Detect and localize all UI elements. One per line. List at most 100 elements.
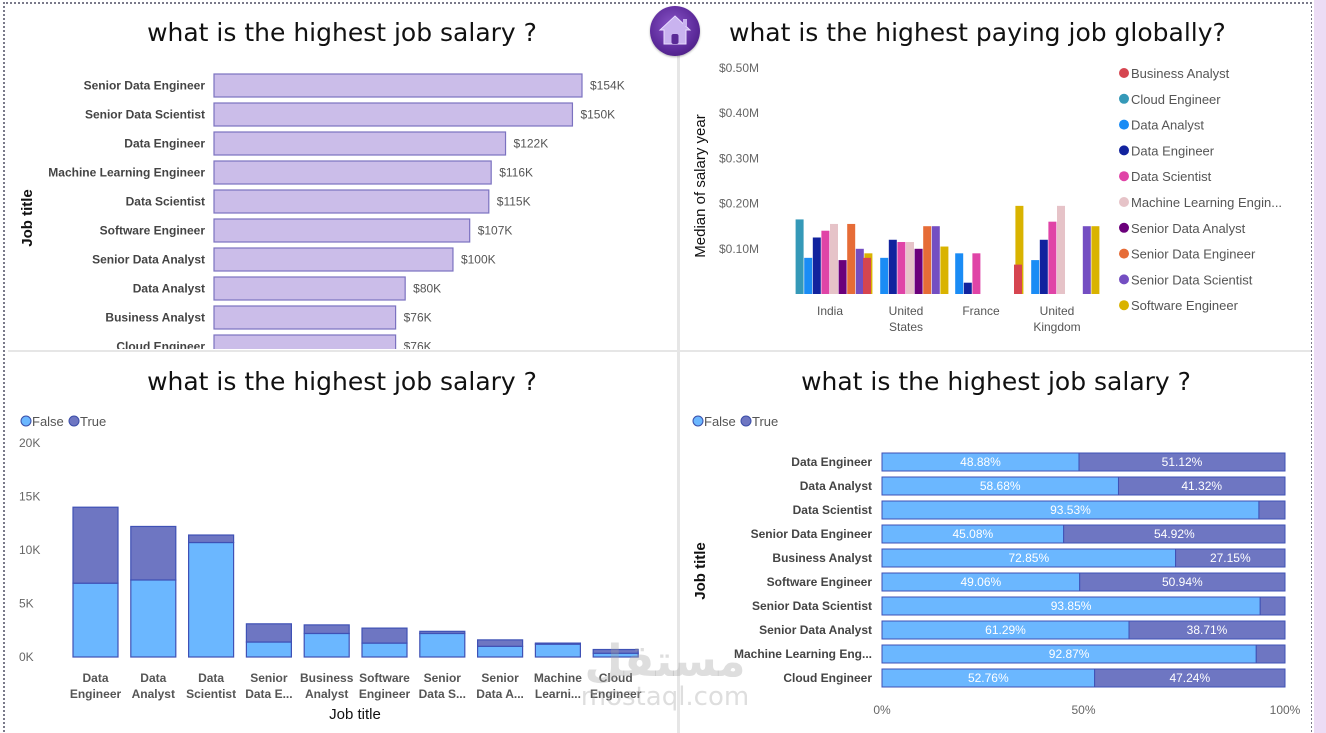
bar-india[interactable] xyxy=(795,219,804,294)
bar-india[interactable] xyxy=(821,230,830,294)
bar-segment-false[interactable] xyxy=(72,582,119,658)
bar-segment-true[interactable] xyxy=(1175,548,1286,568)
bar-france[interactable] xyxy=(972,253,981,294)
bar-segment-true[interactable] xyxy=(245,623,292,643)
bar-united-kingdom[interactable] xyxy=(1057,205,1065,294)
bar-segment-true[interactable] xyxy=(477,639,524,647)
bar-united-states[interactable] xyxy=(888,239,897,294)
category-label: Cloud Engineer xyxy=(116,340,205,350)
legend-label[interactable]: True xyxy=(752,414,778,429)
bar-segment-true[interactable] xyxy=(1255,644,1286,664)
legend-marker[interactable] xyxy=(740,415,752,427)
bar-india[interactable] xyxy=(838,260,847,294)
bar-segment-true[interactable] xyxy=(592,648,639,654)
bar-india[interactable] xyxy=(812,237,821,295)
bar-segment-true[interactable] xyxy=(1128,620,1286,640)
bar-france[interactable] xyxy=(963,282,972,294)
bar-senior-data-analyst[interactable] xyxy=(213,247,454,272)
bar-united-states[interactable] xyxy=(923,226,932,294)
bar-segment-true[interactable] xyxy=(1079,572,1286,592)
legend-label[interactable]: Senior Data Analyst xyxy=(1131,221,1246,236)
bar-united-states[interactable] xyxy=(863,257,871,294)
bar-united-kingdom[interactable] xyxy=(1014,264,1022,294)
legend-marker[interactable] xyxy=(68,415,80,427)
bar-software-engineer[interactable] xyxy=(213,218,471,243)
legend-marker[interactable] xyxy=(1119,197,1129,207)
bar-cloud-engineer[interactable] xyxy=(213,334,397,349)
bar-data-scientist[interactable] xyxy=(213,189,490,214)
legend-label[interactable]: Data Engineer xyxy=(1131,143,1215,158)
bar-united-states[interactable] xyxy=(914,248,923,294)
legend-marker[interactable] xyxy=(692,415,704,427)
legend-label[interactable]: Software Engineer xyxy=(1131,298,1239,313)
bar-segment-false[interactable] xyxy=(477,645,524,658)
legend-label[interactable]: Cloud Engineer xyxy=(1131,92,1221,107)
legend-marker[interactable] xyxy=(20,415,32,427)
bar-segment-true[interactable] xyxy=(1259,596,1286,616)
bar-france[interactable] xyxy=(955,253,964,294)
bar-senior-data-scientist[interactable] xyxy=(213,102,574,127)
bar-united-kingdom[interactable] xyxy=(1048,221,1057,294)
legend-marker[interactable] xyxy=(1119,222,1129,233)
bar-india[interactable] xyxy=(804,257,813,294)
bar-india[interactable] xyxy=(855,248,864,294)
legend-label[interactable]: False xyxy=(704,414,736,429)
legend-label[interactable]: Senior Data Scientist xyxy=(1131,272,1253,287)
bar-segment-false[interactable] xyxy=(303,632,350,658)
bar-segment-true[interactable] xyxy=(130,525,177,581)
legend-marker[interactable] xyxy=(1119,248,1129,259)
legend-marker[interactable] xyxy=(1119,119,1129,130)
chart-title: what is the highest job salary ? xyxy=(801,367,1191,396)
legend-marker[interactable] xyxy=(1119,274,1129,285)
bar-segment-true[interactable] xyxy=(1117,476,1286,496)
bar-united-states[interactable] xyxy=(880,257,889,294)
bar-united-kingdom[interactable] xyxy=(1082,226,1091,294)
bar-segment-false[interactable] xyxy=(188,541,235,658)
bar-business-analyst[interactable] xyxy=(213,305,397,330)
home-button[interactable] xyxy=(650,6,700,56)
legend-marker[interactable] xyxy=(1119,68,1129,78)
bar-segment-true[interactable] xyxy=(1063,524,1286,544)
bar-united-states[interactable] xyxy=(897,242,906,294)
legend-label[interactable]: Data Analyst xyxy=(1131,118,1204,133)
legend-label[interactable]: Senior Data Engineer xyxy=(1131,247,1256,262)
bar-united-kingdom[interactable] xyxy=(1091,226,1100,294)
legend-marker[interactable] xyxy=(1119,300,1129,311)
bar-segment-true[interactable] xyxy=(303,624,350,635)
legend-label[interactable]: Data Scientist xyxy=(1131,169,1212,184)
bar-united-kingdom[interactable] xyxy=(1031,260,1040,294)
bar-united-states[interactable] xyxy=(940,246,949,294)
bar-united-states[interactable] xyxy=(906,242,914,294)
bar-data-engineer[interactable] xyxy=(213,131,507,156)
legend-marker[interactable] xyxy=(1119,93,1129,104)
bar-segment-true[interactable] xyxy=(188,534,235,544)
legend-label[interactable]: True xyxy=(80,414,106,429)
bar-segment-false[interactable] xyxy=(130,579,177,658)
bar-france[interactable] xyxy=(1015,205,1024,294)
bar-india[interactable] xyxy=(847,223,856,294)
bar-segment-false[interactable] xyxy=(245,641,292,658)
bar-segment-true[interactable] xyxy=(534,642,582,645)
legend-label[interactable]: Machine Learning Engin... xyxy=(1131,195,1282,210)
bar-segment-true[interactable] xyxy=(361,627,408,644)
bar-segment-false[interactable] xyxy=(534,643,582,658)
bar-united-kingdom[interactable] xyxy=(1039,239,1048,294)
bar-segment-true[interactable] xyxy=(72,506,119,584)
category-label: Senior Data Engineer xyxy=(84,79,206,93)
bar-united-states[interactable] xyxy=(931,226,940,294)
legend-label[interactable]: Business Analyst xyxy=(1131,66,1230,81)
bar-data-analyst[interactable] xyxy=(213,276,406,301)
y-tick-label: $0.40M xyxy=(719,106,759,120)
bar-segment-true[interactable] xyxy=(1094,668,1286,688)
bar-india[interactable] xyxy=(830,223,838,294)
bar-segment-true[interactable] xyxy=(1258,500,1286,520)
legend-label[interactable]: False xyxy=(32,414,64,429)
bar-segment-false[interactable] xyxy=(419,632,466,658)
bar-segment-true[interactable] xyxy=(419,630,466,635)
bar-machine-learning-engineer[interactable] xyxy=(213,160,492,185)
bar-segment-false[interactable] xyxy=(361,642,408,658)
legend-marker[interactable] xyxy=(1119,171,1129,182)
legend-marker[interactable] xyxy=(1119,145,1129,156)
bar-segment-true[interactable] xyxy=(1078,452,1286,472)
bar-senior-data-engineer[interactable] xyxy=(213,73,583,98)
